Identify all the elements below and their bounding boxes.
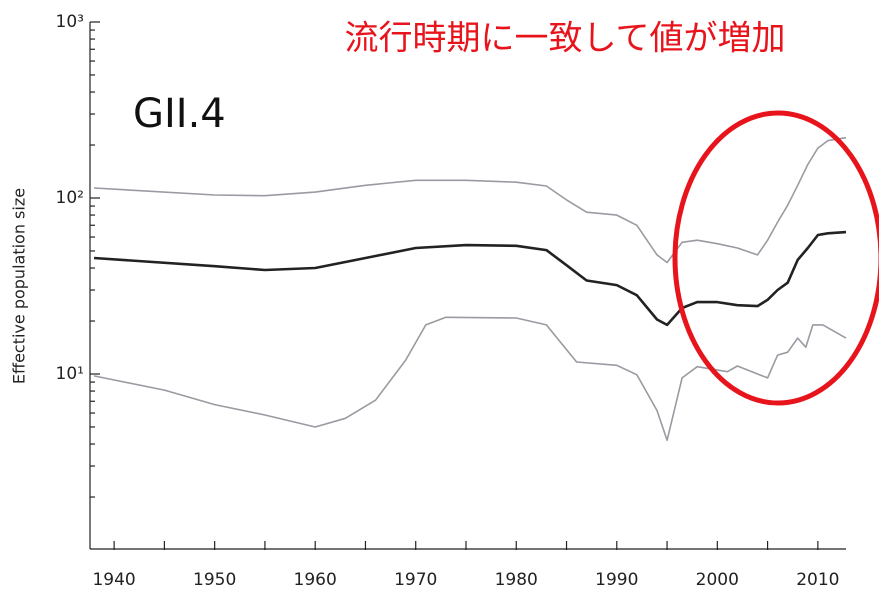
annotation: GII.4 bbox=[133, 91, 226, 137]
y-axis-label: Effective population size bbox=[10, 188, 29, 384]
x-tick-label: 1940 bbox=[92, 570, 135, 590]
x-tick-label: 1950 bbox=[193, 570, 236, 590]
series-line bbox=[93, 230, 847, 327]
series-line bbox=[93, 136, 847, 264]
y-tick-label: 10³ bbox=[56, 12, 84, 32]
series-line bbox=[93, 316, 847, 442]
x-tick-label: 1970 bbox=[394, 570, 437, 590]
x-tick-label: 2010 bbox=[796, 570, 839, 590]
highlight-ellipse bbox=[672, 110, 879, 406]
x-tick-label: 1960 bbox=[294, 570, 337, 590]
y-tick-label: 10¹ bbox=[56, 364, 84, 384]
plot-area: 1940 1950 1960 1970 1980 1990 2000 2010 10¹ 10² 10… bbox=[56, 12, 847, 590]
x-tick-label: 1980 bbox=[495, 570, 538, 590]
x-tick-label: 2000 bbox=[696, 570, 739, 590]
y-tick-label: 10² bbox=[56, 188, 84, 208]
chart-title: 流行時期に一致して値が増加 bbox=[345, 19, 786, 59]
x-tick-label: 1990 bbox=[595, 570, 638, 590]
